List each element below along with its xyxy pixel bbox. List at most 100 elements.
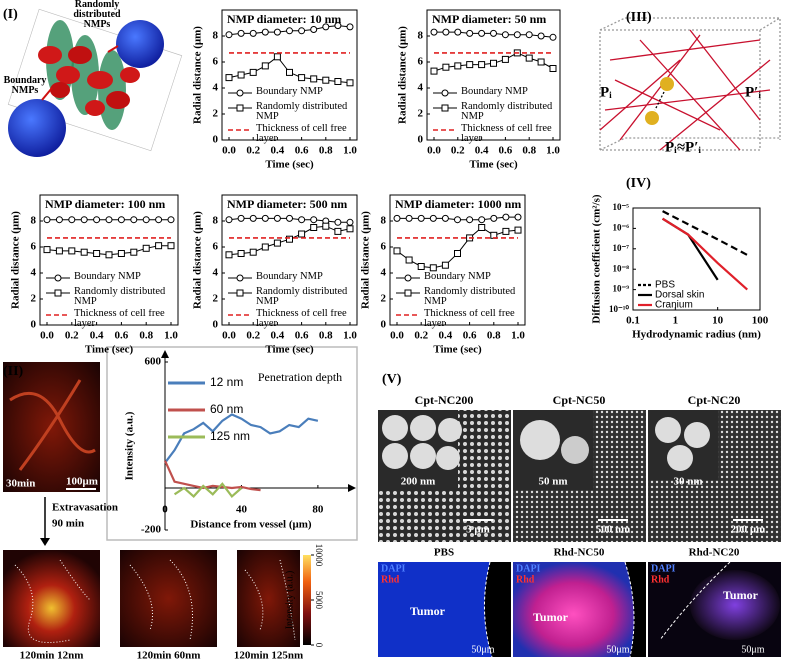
point-marker <box>167 242 175 250</box>
annotation: Penetration depth <box>258 370 342 384</box>
x-tick-label: 0.0 <box>390 330 404 342</box>
colorbar-label: Intensity (a.u.) <box>284 571 295 630</box>
point-marker <box>298 74 306 82</box>
point-marker <box>429 214 437 222</box>
point-marker <box>105 216 113 224</box>
y-tick-label: 2 <box>381 293 387 305</box>
point-marker <box>454 250 461 257</box>
legend-label-box: Randomly distributed NMP <box>461 102 552 122</box>
title-box <box>224 197 334 213</box>
point-marker <box>237 250 245 257</box>
x-tick-label: 0.2 <box>451 145 465 157</box>
x-tick-label: 0.2 <box>246 145 260 157</box>
legend-label: Boundary NMP <box>461 87 528 97</box>
series-line <box>662 217 748 291</box>
illustration-label: Boundary NMPs <box>3 76 47 96</box>
scale-label: 50μm <box>606 644 629 655</box>
point-marker <box>441 261 449 269</box>
point-marker <box>549 33 557 41</box>
point-marker <box>261 62 269 70</box>
point-marker <box>346 218 354 226</box>
x-tick-label: 0.6 <box>499 145 513 157</box>
point-marker <box>155 216 163 224</box>
point-marker <box>322 23 330 31</box>
x-tick-label: 80 <box>312 504 324 516</box>
y-tick-label: 0 <box>418 134 424 146</box>
legend-marker <box>236 274 244 282</box>
chart-title: NMP diameter: 50 nm <box>432 12 546 26</box>
legend-marker <box>54 274 62 282</box>
x-tick-label: 0.2 <box>65 330 79 342</box>
point-marker <box>237 29 245 37</box>
point-marker <box>43 216 51 224</box>
title-box <box>224 12 334 28</box>
title-box <box>429 12 539 28</box>
x-tick-label: 0.8 <box>139 330 153 342</box>
point-marker <box>490 29 497 37</box>
image-caption: 120min 125nm <box>234 650 303 662</box>
legend-marker <box>404 274 412 282</box>
point-marker <box>442 28 450 36</box>
x-tick-label: 0.4 <box>475 145 489 157</box>
y-tick-label: 6 <box>418 56 424 68</box>
x-axis-label: Time (sec) <box>85 344 134 356</box>
y-tick-label: 2 <box>213 108 219 120</box>
x-tick-label: 1.0 <box>546 145 560 157</box>
point-marker <box>441 214 449 222</box>
y-tick-label: 6 <box>31 241 37 253</box>
point-marker <box>142 244 150 252</box>
x-axis-label: Time (sec) <box>469 159 518 171</box>
point-marker <box>405 256 413 264</box>
sem-images <box>378 410 781 658</box>
y-tick-label: 8 <box>213 30 219 42</box>
series-line <box>163 460 261 492</box>
channel-label: Rhd <box>516 574 535 585</box>
legend-label-box: Thickness of cell free layer <box>74 309 165 329</box>
series-line <box>662 210 748 256</box>
legend-label: Thickness of cell free layer <box>424 309 515 329</box>
legend-label: Thickness of cell free layer <box>461 124 552 144</box>
colorbar-tick-label: 5000 <box>314 591 324 610</box>
scale-label: 50 nm <box>538 476 567 488</box>
x-tick-label: 0.4 <box>271 145 285 157</box>
point-marker <box>502 213 510 221</box>
point-marker <box>225 74 233 82</box>
plot-frame <box>39 194 179 326</box>
point-label: Pᵢ <box>600 84 612 100</box>
y-axis-label: Radial distance (μm) <box>360 211 372 309</box>
x-axis-label: Time (sec) <box>433 344 482 356</box>
point-marker <box>310 26 318 33</box>
point-marker <box>249 29 257 37</box>
channel-label: DAPI <box>381 563 406 574</box>
point-marker <box>334 22 342 30</box>
y-axis-label: Intensity (a.u.) <box>124 411 136 480</box>
point-marker <box>249 214 257 222</box>
point-marker <box>298 230 306 238</box>
legend-label: 12 nm <box>210 375 243 389</box>
point-marker <box>298 27 306 35</box>
illustration-label: Randomly distributed NMPs <box>73 0 121 30</box>
point-marker <box>490 214 498 222</box>
point-marker <box>167 216 175 224</box>
legend-label: Dorsal skin <box>655 290 704 301</box>
point-marker <box>237 71 245 79</box>
channel-label: Rhd <box>651 574 670 585</box>
point-marker <box>525 54 533 62</box>
y-axis-label: Radial distance (μm) <box>192 26 204 124</box>
point-marker <box>549 65 557 72</box>
y-tick-label: 4 <box>213 267 219 279</box>
x-axis-label: Hydrodynamic radius (nm) <box>632 329 761 341</box>
point-marker <box>105 251 113 259</box>
point-marker <box>393 247 401 255</box>
point-marker <box>93 216 101 224</box>
legend-marker <box>236 89 244 97</box>
y-tick-label: 2 <box>213 293 219 305</box>
x-tick-label: 40 <box>236 504 248 516</box>
legend-label-box: Boundary NMP <box>256 272 323 282</box>
y-axis-label: Radial distance (μm) <box>192 211 204 309</box>
point-marker <box>514 226 522 234</box>
legend-label: Randomly distributed NMP <box>424 287 516 307</box>
cylinder-illustration <box>7 8 183 157</box>
